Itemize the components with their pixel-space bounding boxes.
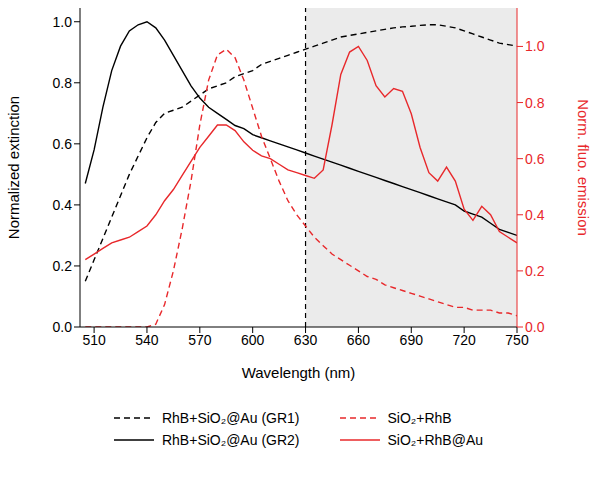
svg-text:0.8: 0.8 — [53, 75, 73, 91]
svg-text:540: 540 — [135, 332, 159, 348]
html-text:SiO₂+RhB: SiO₂+RhB — [387, 410, 452, 426]
svg-text:1.0: 1.0 — [525, 38, 545, 54]
svg-text:0.0: 0.0 — [525, 319, 545, 335]
svg-text:0.2: 0.2 — [525, 263, 545, 279]
svg-text:0.8: 0.8 — [525, 95, 545, 111]
svg-text:0.4: 0.4 — [53, 197, 73, 213]
svg-text:1.0: 1.0 — [53, 14, 73, 30]
svg-text:510: 510 — [82, 332, 106, 348]
svg-text:0.4: 0.4 — [525, 207, 545, 223]
svg-text:0.6: 0.6 — [53, 136, 73, 152]
html-text:RhB+SiO₂@Au (GR1): RhB+SiO₂@Au (GR1) — [162, 410, 300, 426]
html-text:SiO₂+RhB@Au: SiO₂+RhB@Au — [387, 432, 483, 448]
svg-text:0.0: 0.0 — [53, 319, 73, 335]
svg-text:570: 570 — [188, 332, 212, 348]
svg-text:720: 720 — [452, 332, 476, 348]
svg-text:Wavelength (nm): Wavelength (nm) — [242, 364, 356, 381]
svg-text:0.6: 0.6 — [525, 151, 545, 167]
svg-text:Normalized extinction: Normalized extinction — [5, 96, 22, 239]
svg-text:630: 630 — [294, 332, 318, 348]
svg-text:0.2: 0.2 — [53, 258, 73, 274]
svg-text:Norm. fluo. emission: Norm. fluo. emission — [575, 99, 592, 236]
svg-text:660: 660 — [347, 332, 371, 348]
svg-text:600: 600 — [241, 332, 265, 348]
svg-text:750: 750 — [505, 331, 529, 348]
svg-text:690: 690 — [400, 332, 424, 348]
html-text:RhB+SiO₂@Au (GR2): RhB+SiO₂@Au (GR2) — [162, 432, 300, 448]
